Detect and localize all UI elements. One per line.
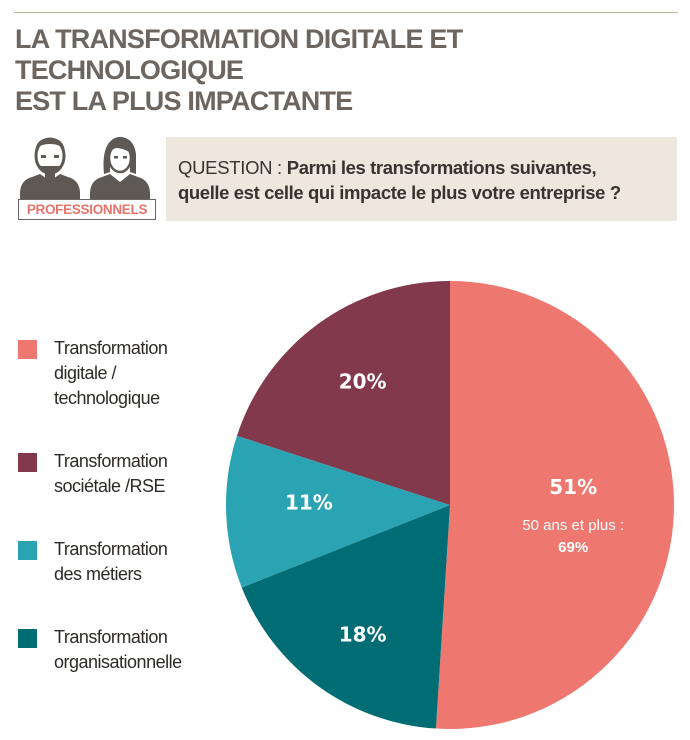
legend-label: Transformation organisationnelle [54, 625, 224, 675]
page-title: LA TRANSFORMATION DIGITALE ET TECHNOLOGI… [15, 24, 675, 117]
slice-value-label: 51% [549, 475, 597, 499]
question-text-2: quelle est celle qui impacte le plus vot… [178, 182, 621, 203]
question-box: QUESTION : Parmi les transformations sui… [166, 137, 677, 221]
slice-value-label: 11% [285, 490, 333, 514]
legend-label: Transformation des métiers [54, 537, 224, 587]
question-text-1: Parmi les transformations suivantes, [286, 157, 597, 178]
legend-label-line: organisationnelle [54, 652, 182, 672]
legend-label: Transformation digitale / technologique [54, 336, 224, 411]
pie-slice [435, 281, 674, 729]
slice-value-label: 20% [339, 370, 387, 394]
persona-label: PROFESSIONNELS [18, 199, 156, 220]
legend-label-line: Transformation [54, 451, 168, 471]
man-woman-silhouettes-icon [20, 136, 150, 202]
question-label: QUESTION : [178, 157, 287, 178]
pie-slice [241, 505, 450, 729]
slice-value-label: 18% [339, 623, 387, 647]
pie-slice [226, 435, 450, 588]
legend-label-line: sociétale /RSE [54, 476, 166, 496]
legend-label-line: Transformation [54, 627, 168, 647]
title-line-2: EST LA PLUS IMPACTANTE [15, 86, 353, 116]
legend-swatch [18, 453, 37, 472]
slice-sublabel: 50 ans et plus : [522, 517, 624, 534]
legend-label: Transformation sociétale /RSE [54, 449, 224, 499]
legend-swatch [18, 541, 37, 560]
legend-label-line: Transformation [54, 539, 168, 559]
top-rule [14, 12, 678, 13]
legend-label-line: technologique [54, 388, 160, 408]
pie-slice [236, 281, 450, 505]
legend-label-line: Transformation [54, 338, 168, 358]
title-line-1: LA TRANSFORMATION DIGITALE ET TECHNOLOGI… [15, 24, 463, 85]
legend-swatch [18, 340, 37, 359]
slice-sublabel-value: 69% [558, 539, 588, 556]
legend-label-line: digitale / [54, 363, 117, 383]
persona-badge: PROFESSIONNELS [18, 136, 158, 222]
legend-swatch [18, 629, 37, 648]
question-line-1: QUESTION : Parmi les transformations sui… [178, 155, 677, 180]
legend-label-line: des métiers [54, 564, 142, 584]
